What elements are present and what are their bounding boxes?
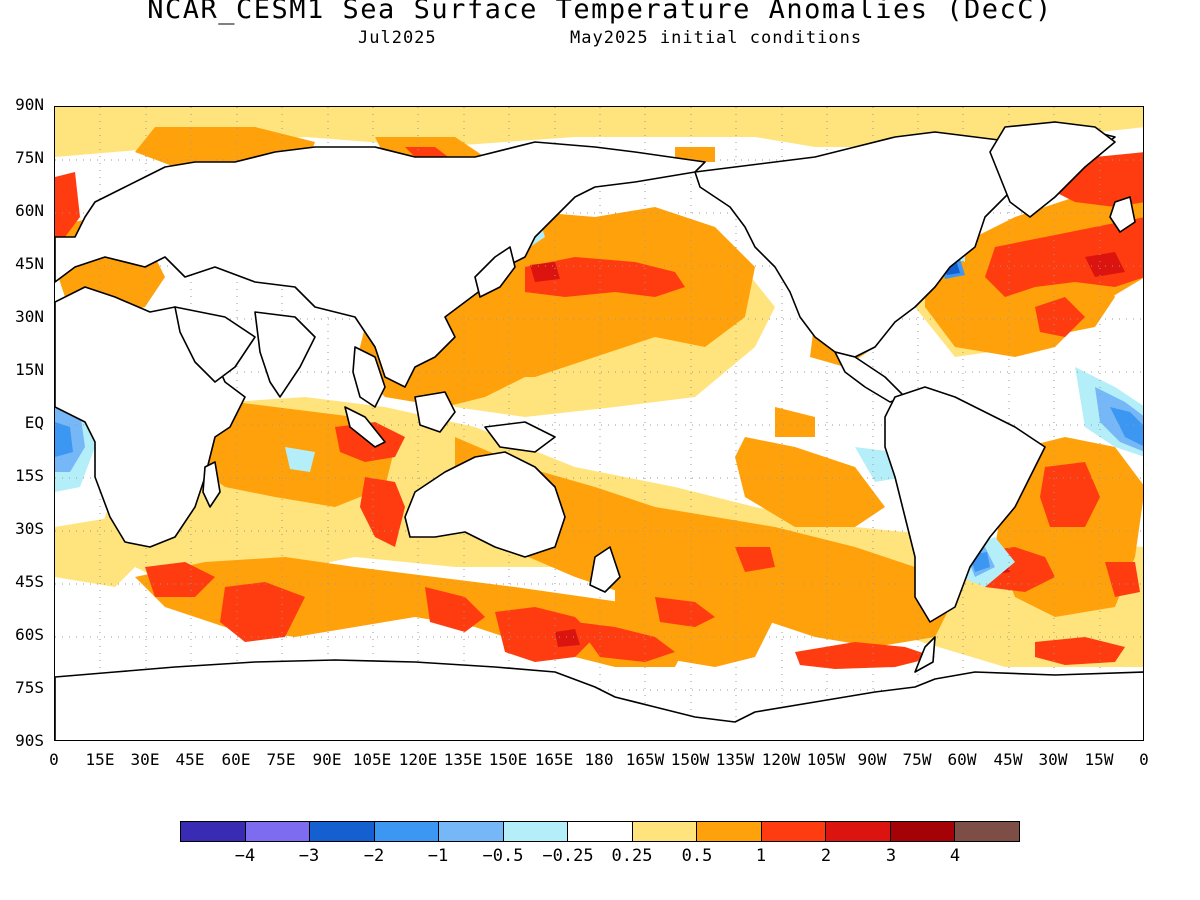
colorbar-label: 2: [820, 846, 832, 866]
antarctica: [55, 659, 1143, 740]
lat-label: EQ: [24, 413, 44, 432]
anomaly-band-1: [55, 147, 1143, 669]
colorbar-label: 3: [885, 846, 897, 866]
colorbar-swatch: [374, 822, 440, 841]
colorbar-swatch: [826, 822, 891, 841]
sumatra: [344, 406, 386, 448]
colorbar-swatch: [181, 822, 246, 841]
greenland: [989, 121, 1116, 218]
lon-label: 75E: [266, 750, 296, 769]
lon-label: 75W: [902, 750, 932, 769]
colorbar-label: 0.5: [681, 846, 713, 866]
lon-label: 135E: [443, 750, 483, 769]
colorbar-label: 0.25: [611, 846, 653, 866]
lon-label: 90E: [312, 750, 342, 769]
initial-conditions: May2025 initial conditions: [570, 28, 863, 48]
lon-label: 180: [584, 750, 614, 769]
lon-label: 60W: [947, 750, 977, 769]
lon-label: 45E: [175, 750, 205, 769]
lon-label: 120E: [398, 750, 438, 769]
lon-label: 15W: [1084, 750, 1114, 769]
british-isles: [1109, 196, 1136, 233]
lon-label: 30E: [130, 750, 160, 769]
colorbar-swatch: [439, 822, 504, 841]
colorbar-swatch: [955, 822, 1019, 841]
sst-anomaly-map: [54, 106, 1144, 741]
colorbar-label: −3: [298, 846, 320, 866]
eurasia: [55, 141, 706, 388]
lat-label: 30N: [15, 307, 44, 326]
colorbar-label: −0.25: [542, 846, 594, 866]
colorbar-label: 4: [949, 846, 961, 866]
lon-label: 60E: [221, 750, 251, 769]
lat-label: 45S: [15, 572, 44, 591]
lat-label: 60N: [15, 201, 44, 220]
lat-label: 30S: [15, 519, 44, 538]
borneo: [414, 391, 456, 433]
lat-label: 75N: [15, 148, 44, 167]
lon-label: 150W: [670, 750, 710, 769]
colorbar-label: −0.5: [482, 846, 524, 866]
lat-label: 60S: [15, 625, 44, 644]
lat-label: 15N: [15, 360, 44, 379]
lon-label: 15E: [85, 750, 115, 769]
antarctic-peninsula: [914, 636, 936, 673]
lon-label: 45W: [993, 750, 1023, 769]
colorbar: [180, 821, 1020, 842]
lon-label: 105W: [806, 750, 846, 769]
colorbar-label: −2: [363, 846, 385, 866]
colorbar-swatch: [697, 822, 762, 841]
lat-label: 90N: [15, 95, 44, 114]
sst-anomaly-field: [55, 107, 1143, 740]
india: [254, 311, 316, 398]
colorbar-label: 1: [755, 846, 767, 866]
forecast-month: Jul2025: [358, 28, 437, 48]
lat-label: 90S: [15, 731, 44, 750]
southeast-asia: [352, 346, 386, 408]
lon-label: 90W: [857, 750, 887, 769]
colorbar-swatch: [890, 822, 956, 841]
colorbar-label: −1: [427, 846, 449, 866]
lon-label: 120W: [761, 750, 801, 769]
colorbar-swatch: [632, 822, 698, 841]
colorbar-label: −4: [234, 846, 256, 866]
madagascar: [202, 461, 221, 508]
lon-label: 135W: [715, 750, 755, 769]
colorbar-swatch: [503, 822, 569, 841]
lon-label: 165W: [625, 750, 665, 769]
lat-label: 45N: [15, 254, 44, 273]
colorbar-swatch: [568, 822, 633, 841]
new-zealand: [589, 546, 621, 593]
lat-label: 15S: [15, 466, 44, 485]
arabia: [174, 306, 256, 383]
map-title: NCAR_CESM1 Sea Surface Temperature Anoma…: [147, 0, 1053, 25]
colorbar-swatch: [761, 822, 827, 841]
colorbar-swatch: [310, 822, 375, 841]
lon-label: 165E: [534, 750, 574, 769]
lon-label: 0: [49, 750, 59, 769]
new-guinea: [484, 421, 556, 453]
landmasses: [55, 121, 1143, 740]
colorbar-swatch: [245, 822, 311, 841]
australia: [404, 451, 566, 558]
lon-label: 105E: [352, 750, 392, 769]
japan: [474, 246, 516, 298]
lon-label: 30W: [1038, 750, 1068, 769]
lon-label: 150E: [488, 750, 528, 769]
lon-label: 0: [1139, 750, 1149, 769]
south-america: [884, 386, 1046, 623]
lat-label: 75S: [15, 678, 44, 697]
